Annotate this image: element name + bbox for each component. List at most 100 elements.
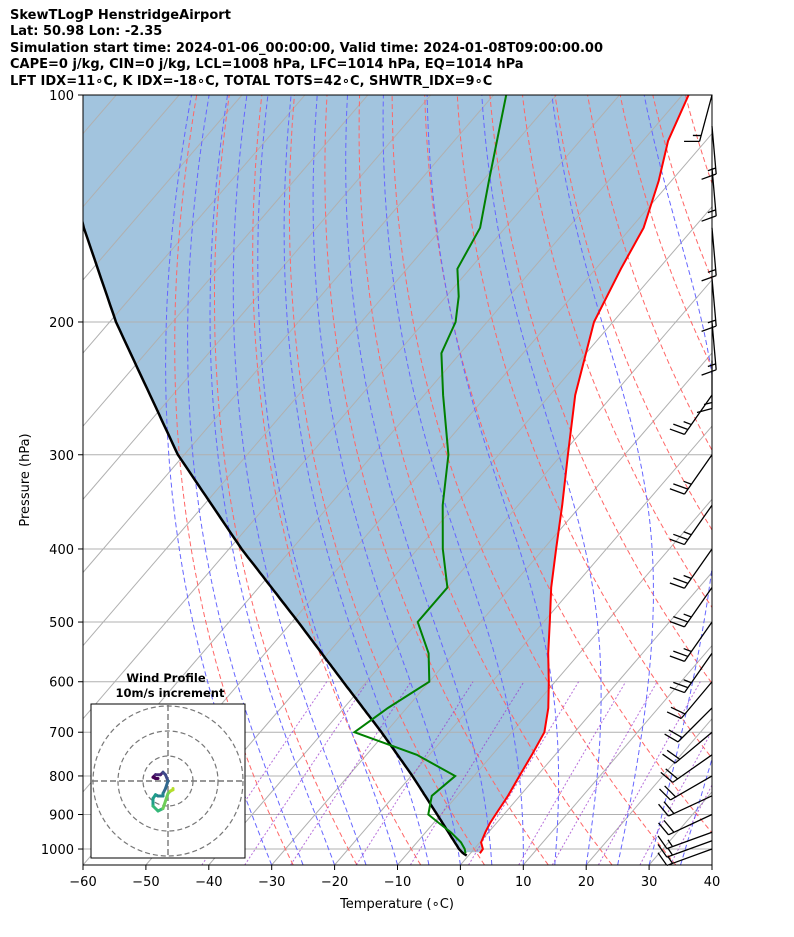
wind-barb-800 [659,775,713,801]
wind-barb-500 [669,621,713,662]
wind-barb-flag-full [673,616,689,623]
isotherm-lines [83,95,712,865]
wind-barb-flag-full [660,771,674,783]
wind-barb-staff [711,126,717,175]
dry-adiabat-20 [358,95,613,865]
wind-barb-flag-full [668,729,683,739]
wind-barb-250 [669,394,713,435]
moist-adiabat--20 [209,95,336,865]
dry-adiabat-80 [554,95,712,531]
wind-barb-flag-full [673,533,689,541]
wind-barb-flag-full [663,801,675,814]
wind-barb-staff [683,548,713,589]
wind-barb-staff [683,621,713,662]
wind-barb-staff [711,227,717,276]
wind-barb-flag-full [670,706,686,715]
isotherm--40 [208,279,712,865]
chart-header: SkewTLogP HenstridgeAirport Lat: 50.98 L… [10,8,603,90]
isotherm--110 [83,95,432,501]
y-tick-label-700: 700 [49,726,74,741]
dry-adiabat--20 [214,95,358,865]
wind-barb-flag-half [707,269,716,273]
wind-barbs [657,94,717,867]
y-tick-label-600: 600 [49,676,74,691]
temperature-profile-line [479,95,690,854]
wind-barb-flag-half [703,401,713,406]
wind-barb-flag-half [707,167,716,172]
x-tick-label-0: 0 [456,875,464,890]
x-tick-label--60: −60 [69,875,96,890]
wind-barb-975 [657,840,713,858]
dry-adiabat-110 [652,95,712,281]
wind-barb-staff [711,278,717,327]
moist-adiabat--25 [187,95,304,865]
wind-barb-750 [660,754,713,783]
wind-barb-flag-half [683,420,692,426]
dry-adiabat-30 [391,95,677,865]
moist-adiabat-lines [165,95,712,865]
wind-barb-staff [680,681,713,719]
isotherm--20 [334,425,712,865]
wind-barb-staff [672,754,713,783]
x-tick-label-20: 20 [578,875,595,890]
mixing-ratio-7 [518,681,627,865]
wind-barb-flag-full [696,407,713,414]
wind-barb-flag-full [657,852,668,866]
mixing-ratio-2 [409,681,525,865]
dry-adiabat-150 [783,95,794,865]
wind-barb-flag-full [663,819,675,833]
isotherm--30 [271,352,712,865]
wind-barb-950 [657,831,713,850]
dry-adiabat-70 [522,95,712,609]
isotherm--90 [83,95,557,647]
x-axis-label: Temperature (∘C) [339,897,454,912]
dry-adiabat-10 [324,95,549,865]
isotherm--100 [83,95,494,574]
cin-shaded-region [83,95,689,853]
isotherm-0 [460,571,712,865]
wind-barb-staff [677,707,713,743]
wind-barb-staff [698,94,713,142]
moist-adiabat-10 [382,95,524,865]
wind-barb-150 [701,227,717,282]
profile-lines [83,95,690,857]
moist-adiabat--10 [257,95,398,865]
x-tick-label-30: 30 [641,875,658,890]
dry-adiabat--30 [174,95,294,865]
dry-adiabat--10 [252,95,422,865]
wind-barb-1000 [657,848,713,867]
moist-adiabat-5 [345,95,493,865]
wind-barb-flag-half [683,647,692,653]
wind-barb-225 [696,360,713,414]
isotherm-40 [711,864,712,865]
y-tick-label-500: 500 [49,616,74,631]
isotherm--80 [83,95,620,720]
moist-adiabat-35 [680,757,712,865]
moist-adiabat--30 [165,95,273,865]
wind-barb-flag-full [673,423,689,431]
hodograph-subtitle: 10m/s increment [116,686,225,700]
x-tick-label-40: 40 [704,875,721,890]
x-tick-label--20: −20 [321,875,348,890]
mixing-ratio-1 [355,681,474,865]
wind-barb-flag-full [666,711,682,720]
y-tick-label-1000: 1000 [41,843,74,858]
wind-barb-125 [701,168,717,222]
wind-barb-550 [669,652,713,694]
wind-barb-350 [669,504,713,546]
moist-adiabat-30 [643,95,712,865]
isotherm--130 [83,95,306,354]
y-tick-label-400: 400 [49,543,74,558]
isotherm--50 [145,205,712,865]
wind-barb-200 [701,321,717,376]
wind-barb-staff [674,731,713,764]
wind-barb-flag-full [664,733,679,743]
parcel-profile-line [83,218,468,857]
wind-barb-staff [670,775,713,801]
wind-barb-staff [668,795,713,817]
wind-barb-flag-full [684,140,700,143]
isotherm-20 [585,717,712,865]
x-tick-label-10: 10 [515,875,532,890]
wind-barb-flag-full [669,428,685,435]
wind-barb-flag-full [673,577,689,584]
